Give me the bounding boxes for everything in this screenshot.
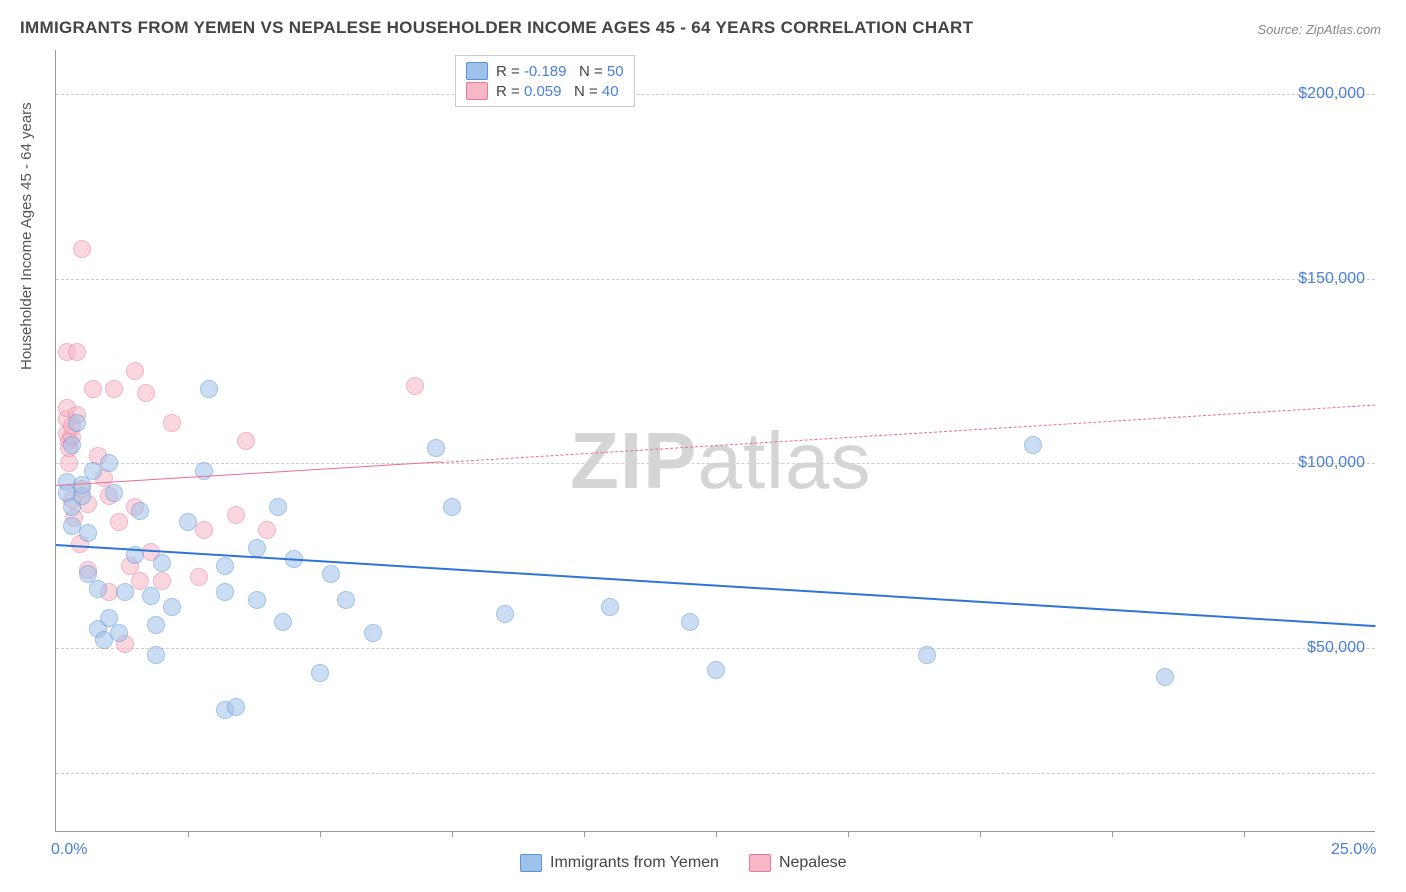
data-point [427,439,445,457]
data-point [147,616,165,634]
x-tick-mark [1244,831,1245,837]
data-point [1156,668,1174,686]
legend-item: Nepalese [749,854,847,872]
data-point [227,698,245,716]
legend-stats: R = -0.189 N = 50 [496,63,624,80]
data-point [601,598,619,616]
data-point [116,583,134,601]
data-point [237,432,255,450]
data-point [142,587,160,605]
data-point [258,521,276,539]
data-point [337,591,355,609]
data-point [163,598,181,616]
data-point [73,476,91,494]
x-tick-mark [584,831,585,837]
data-point [126,362,144,380]
y-tick-label: $50,000 [1307,639,1365,657]
data-point [105,484,123,502]
y-tick-label: $200,000 [1298,85,1365,103]
data-point [406,377,424,395]
data-point [227,506,245,524]
data-point [190,568,208,586]
data-point [110,513,128,531]
watermark: ZIPatlas [570,415,871,507]
data-point [364,624,382,642]
legend-swatch [466,62,488,80]
series-legend: Immigrants from Yemen Nepalese [520,854,847,872]
data-point [147,646,165,664]
gridline [56,279,1375,280]
data-point [131,502,149,520]
y-axis-label: Householder Income Ages 45 - 64 years [18,102,35,370]
data-point [1024,436,1042,454]
data-point [200,380,218,398]
data-point [100,454,118,472]
legend-stats: R = 0.059 N = 40 [496,83,619,100]
trendline [56,544,1376,627]
data-point [84,380,102,398]
legend-label: Nepalese [779,854,847,872]
data-point [274,613,292,631]
data-point [216,583,234,601]
legend-swatch [520,854,542,872]
chart-title: IMMIGRANTS FROM YEMEN VS NEPALESE HOUSEH… [20,18,973,38]
x-tick-label: 25.0% [1331,841,1376,859]
data-point [248,539,266,557]
x-tick-mark [980,831,981,837]
data-point [137,384,155,402]
data-point [322,565,340,583]
x-tick-mark [320,831,321,837]
x-tick-mark [452,831,453,837]
data-point [68,414,86,432]
data-point [496,605,514,623]
data-point [105,380,123,398]
legend-label: Immigrants from Yemen [550,854,719,872]
legend-item: Immigrants from Yemen [520,854,719,872]
gridline [56,94,1375,95]
x-tick-mark [1112,831,1113,837]
data-point [79,524,97,542]
legend-row: R = 0.059 N = 40 [466,82,624,100]
data-point [68,343,86,361]
gridline [56,773,1375,774]
x-tick-mark [188,831,189,837]
data-point [918,646,936,664]
source-attribution: Source: ZipAtlas.com [1257,22,1381,37]
data-point [163,414,181,432]
data-point [179,513,197,531]
x-tick-mark [716,831,717,837]
data-point [89,580,107,598]
correlation-legend: R = -0.189 N = 50 R = 0.059 N = 40 [455,55,635,107]
watermark-bold: ZIP [570,416,697,505]
legend-swatch [466,82,488,100]
data-point [248,591,266,609]
data-point [311,664,329,682]
data-point [707,661,725,679]
legend-row: R = -0.189 N = 50 [466,62,624,80]
y-tick-label: $150,000 [1298,270,1365,288]
gridline [56,648,1375,649]
data-point [195,521,213,539]
data-point [63,436,81,454]
x-tick-label: 0.0% [51,841,87,859]
watermark-rest: atlas [697,416,871,505]
data-point [216,557,234,575]
data-point [73,240,91,258]
data-point [110,624,128,642]
data-point [681,613,699,631]
data-point [269,498,287,516]
y-tick-label: $100,000 [1298,454,1365,472]
x-tick-mark [848,831,849,837]
data-point [443,498,461,516]
legend-swatch [749,854,771,872]
data-point [153,554,171,572]
